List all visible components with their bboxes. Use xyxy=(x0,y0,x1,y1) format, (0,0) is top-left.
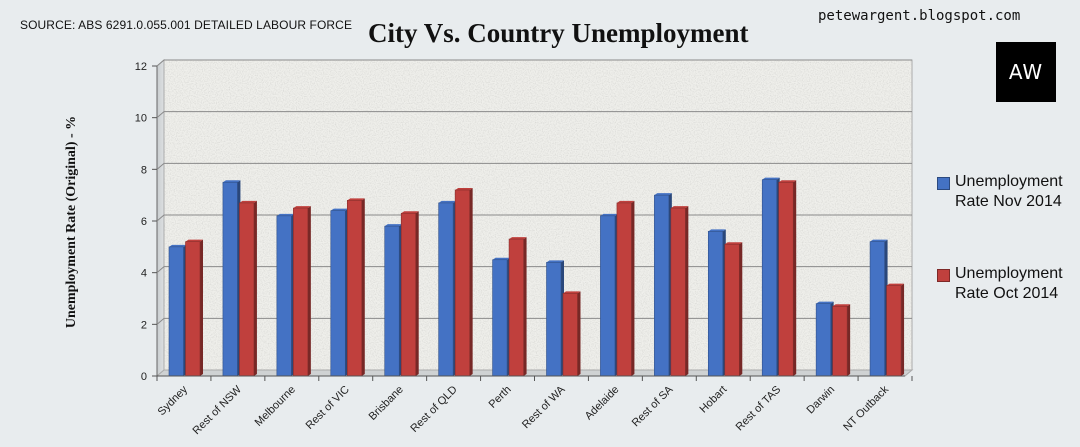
bar-nov-brisbane xyxy=(384,224,403,377)
bar-nov-hobart xyxy=(707,229,726,377)
bar-oct-rest-of-qld xyxy=(454,188,473,377)
bar-oct-nt-outback xyxy=(886,283,905,377)
x-tick-label: Rest of SA xyxy=(630,383,676,429)
y-tick-label: 12 xyxy=(135,61,147,73)
bar-oct-rest-of-nsw xyxy=(239,200,257,377)
plot-floor xyxy=(155,369,914,377)
bar-nov-rest-of-tas xyxy=(761,177,780,377)
bar-nov-nt-outback xyxy=(869,239,888,377)
x-tick-label: Rest of VIC xyxy=(304,384,352,432)
x-axis-tick-labels: Sydney Rest of NSW Melbourne Rest of VIC Bri… xyxy=(156,383,892,437)
bar-oct-rest-of-sa xyxy=(670,206,689,377)
bar-oct-sydney xyxy=(185,239,203,377)
bar-oct-rest-of-tas xyxy=(778,180,797,377)
legend-label-oct-2014-line1: Unemployment xyxy=(955,265,1063,282)
bar-oct-darwin xyxy=(832,304,851,377)
x-tick-label: NT Outback xyxy=(841,383,891,433)
x-axis xyxy=(156,375,913,381)
bar-oct-brisbane xyxy=(400,211,419,377)
chart-title: City Vs. Country Unemployment xyxy=(368,18,749,48)
bar-oct-rest-of-vic xyxy=(346,198,365,377)
x-tick-label: Sydney xyxy=(156,383,191,418)
bar-nov-rest-of-wa xyxy=(546,260,564,377)
x-tick-label: Hobart xyxy=(698,384,730,416)
bar-nov-rest-of-vic xyxy=(330,208,349,377)
y-tick-label: 4 xyxy=(141,268,147,280)
bar-nov-rest-of-nsw xyxy=(222,180,241,377)
x-tick-label: Rest of WA xyxy=(520,383,568,431)
legend-label-nov-2014-line2: Rate Nov 2014 xyxy=(955,193,1062,210)
legend-swatch-nov-2014 xyxy=(937,177,950,190)
x-tick-label: Adelaide xyxy=(583,384,622,423)
x-tick-label: Rest of QLD xyxy=(408,384,459,435)
bar-nov-rest-of-sa xyxy=(654,193,672,377)
bar-nov-rest-of-qld xyxy=(438,200,457,377)
legend-item-oct-2014: Unemployment Rate Oct 2014 xyxy=(937,264,1077,304)
y-axis-ticks: 0 2 4 6 8 10 12 xyxy=(135,61,157,383)
bars xyxy=(168,177,905,377)
bar-nov-sydney xyxy=(168,244,187,377)
bar-oct-melbourne xyxy=(293,206,311,377)
plot-background xyxy=(155,58,914,378)
legend-label-nov-2014-line1: Unemployment xyxy=(955,173,1063,190)
bar-oct-hobart xyxy=(724,242,743,377)
legend: Unemployment Rate Nov 2014 Unemployment … xyxy=(937,172,1077,304)
y-tick-label: 10 xyxy=(135,113,147,125)
gridline xyxy=(156,111,912,119)
x-tick-label: Melbourne xyxy=(253,384,298,429)
y-tick-label: 2 xyxy=(141,319,147,331)
gridline xyxy=(156,162,912,170)
blog-url: petewargent.blogspot.com xyxy=(818,8,1021,24)
source-note: SOURCE: ABS 6291.0.055.001 DETAILED LABO… xyxy=(20,18,353,32)
bar-oct-perth xyxy=(508,237,527,377)
bar-oct-adelaide xyxy=(616,200,635,377)
bar-oct-rest-of-wa xyxy=(562,291,581,377)
aw-logo: AW xyxy=(996,42,1056,102)
y-tick-label: 8 xyxy=(141,164,147,176)
x-tick-label: Perth xyxy=(487,384,514,411)
x-tick-label: Rest of TAS xyxy=(734,384,784,434)
x-tick-label: Brisbane xyxy=(367,384,406,423)
bar-nov-perth xyxy=(492,257,511,377)
legend-swatch-oct-2014 xyxy=(937,269,950,282)
bar-nov-adelaide xyxy=(600,213,618,377)
legend-label-oct-2014-line2: Rate Oct 2014 xyxy=(955,285,1059,302)
gridline xyxy=(156,59,912,67)
legend-item-nov-2014: Unemployment Rate Nov 2014 xyxy=(937,172,1077,212)
x-tick-label: Rest of NSW xyxy=(191,383,245,437)
x-tick-label: Darwin xyxy=(805,384,838,417)
bar-nov-darwin xyxy=(815,301,834,377)
bar-nov-melbourne xyxy=(276,213,295,377)
y-tick-label: 6 xyxy=(141,216,147,228)
y-tick-label: 0 xyxy=(141,371,147,383)
